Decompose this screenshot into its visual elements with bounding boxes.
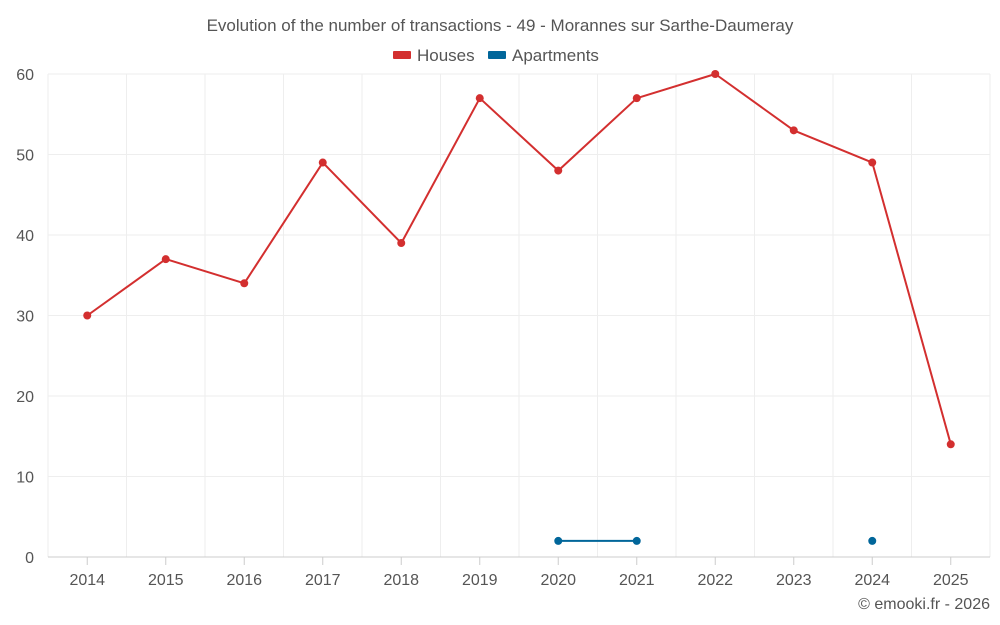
y-tick-label: 30 (16, 309, 34, 326)
legend-item-houses[interactable]: Houses (393, 46, 475, 65)
x-tick-label: 2025 (933, 572, 969, 589)
x-tick-label: 2023 (776, 572, 812, 589)
data-point-apartments[interactable] (554, 536, 563, 545)
y-axis-ticks: 0 10 20 30 40 50 60 (16, 67, 34, 567)
data-point-houses[interactable] (475, 94, 484, 103)
data-point-houses[interactable] (946, 440, 955, 449)
series-line-houses (86, 73, 952, 445)
series-apartments (554, 536, 877, 545)
x-tick-label: 2014 (69, 572, 105, 589)
x-tick-label: 2015 (148, 572, 184, 589)
x-tick-label: 2022 (697, 572, 733, 589)
legend-swatch-houses (393, 51, 411, 59)
x-axis-ticks: 2014 2015 2016 2017 2018 2019 2020 2021 2022 2023… (69, 572, 968, 589)
data-point-houses[interactable] (711, 70, 720, 78)
x-tick-label: 2017 (305, 572, 341, 589)
x-tick-label: 2019 (462, 572, 498, 589)
axes (48, 556, 990, 565)
x-tick-label: 2024 (854, 572, 890, 589)
data-point-houses[interactable] (83, 311, 92, 320)
grid (47, 73, 991, 557)
data-point-houses[interactable] (868, 158, 877, 167)
data-point-houses[interactable] (632, 94, 641, 103)
data-point-houses[interactable] (397, 239, 406, 248)
legend-swatch-apartments (488, 51, 506, 59)
series-houses (83, 70, 955, 449)
data-point-houses[interactable] (240, 279, 249, 288)
credit-text: © emooki.fr - 2026 (858, 596, 990, 613)
chart-title: Evolution of the number of transactions … (207, 16, 794, 35)
legend-label-apartments: Apartments (512, 46, 599, 65)
data-point-houses[interactable] (161, 255, 170, 264)
y-tick-label: 10 (16, 470, 34, 487)
x-tick-label: 2016 (226, 572, 262, 589)
x-tick-label: 2021 (619, 572, 655, 589)
y-tick-label: 40 (16, 228, 34, 245)
y-tick-label: 20 (16, 389, 34, 406)
y-tick-label: 0 (25, 550, 34, 567)
series (83, 70, 955, 545)
data-point-houses[interactable] (554, 166, 563, 175)
legend: Houses Apartments (393, 46, 599, 65)
x-tick-label: 2020 (540, 572, 576, 589)
data-point-apartments[interactable] (632, 536, 641, 545)
data-point-apartments[interactable] (868, 536, 877, 545)
data-point-houses[interactable] (318, 158, 327, 167)
y-tick-label: 50 (16, 148, 34, 165)
legend-item-apartments[interactable]: Apartments (488, 46, 599, 65)
data-point-houses[interactable] (789, 126, 798, 135)
y-tick-label: 60 (16, 67, 34, 84)
x-tick-label: 2018 (383, 572, 419, 589)
legend-label-houses: Houses (417, 46, 475, 65)
